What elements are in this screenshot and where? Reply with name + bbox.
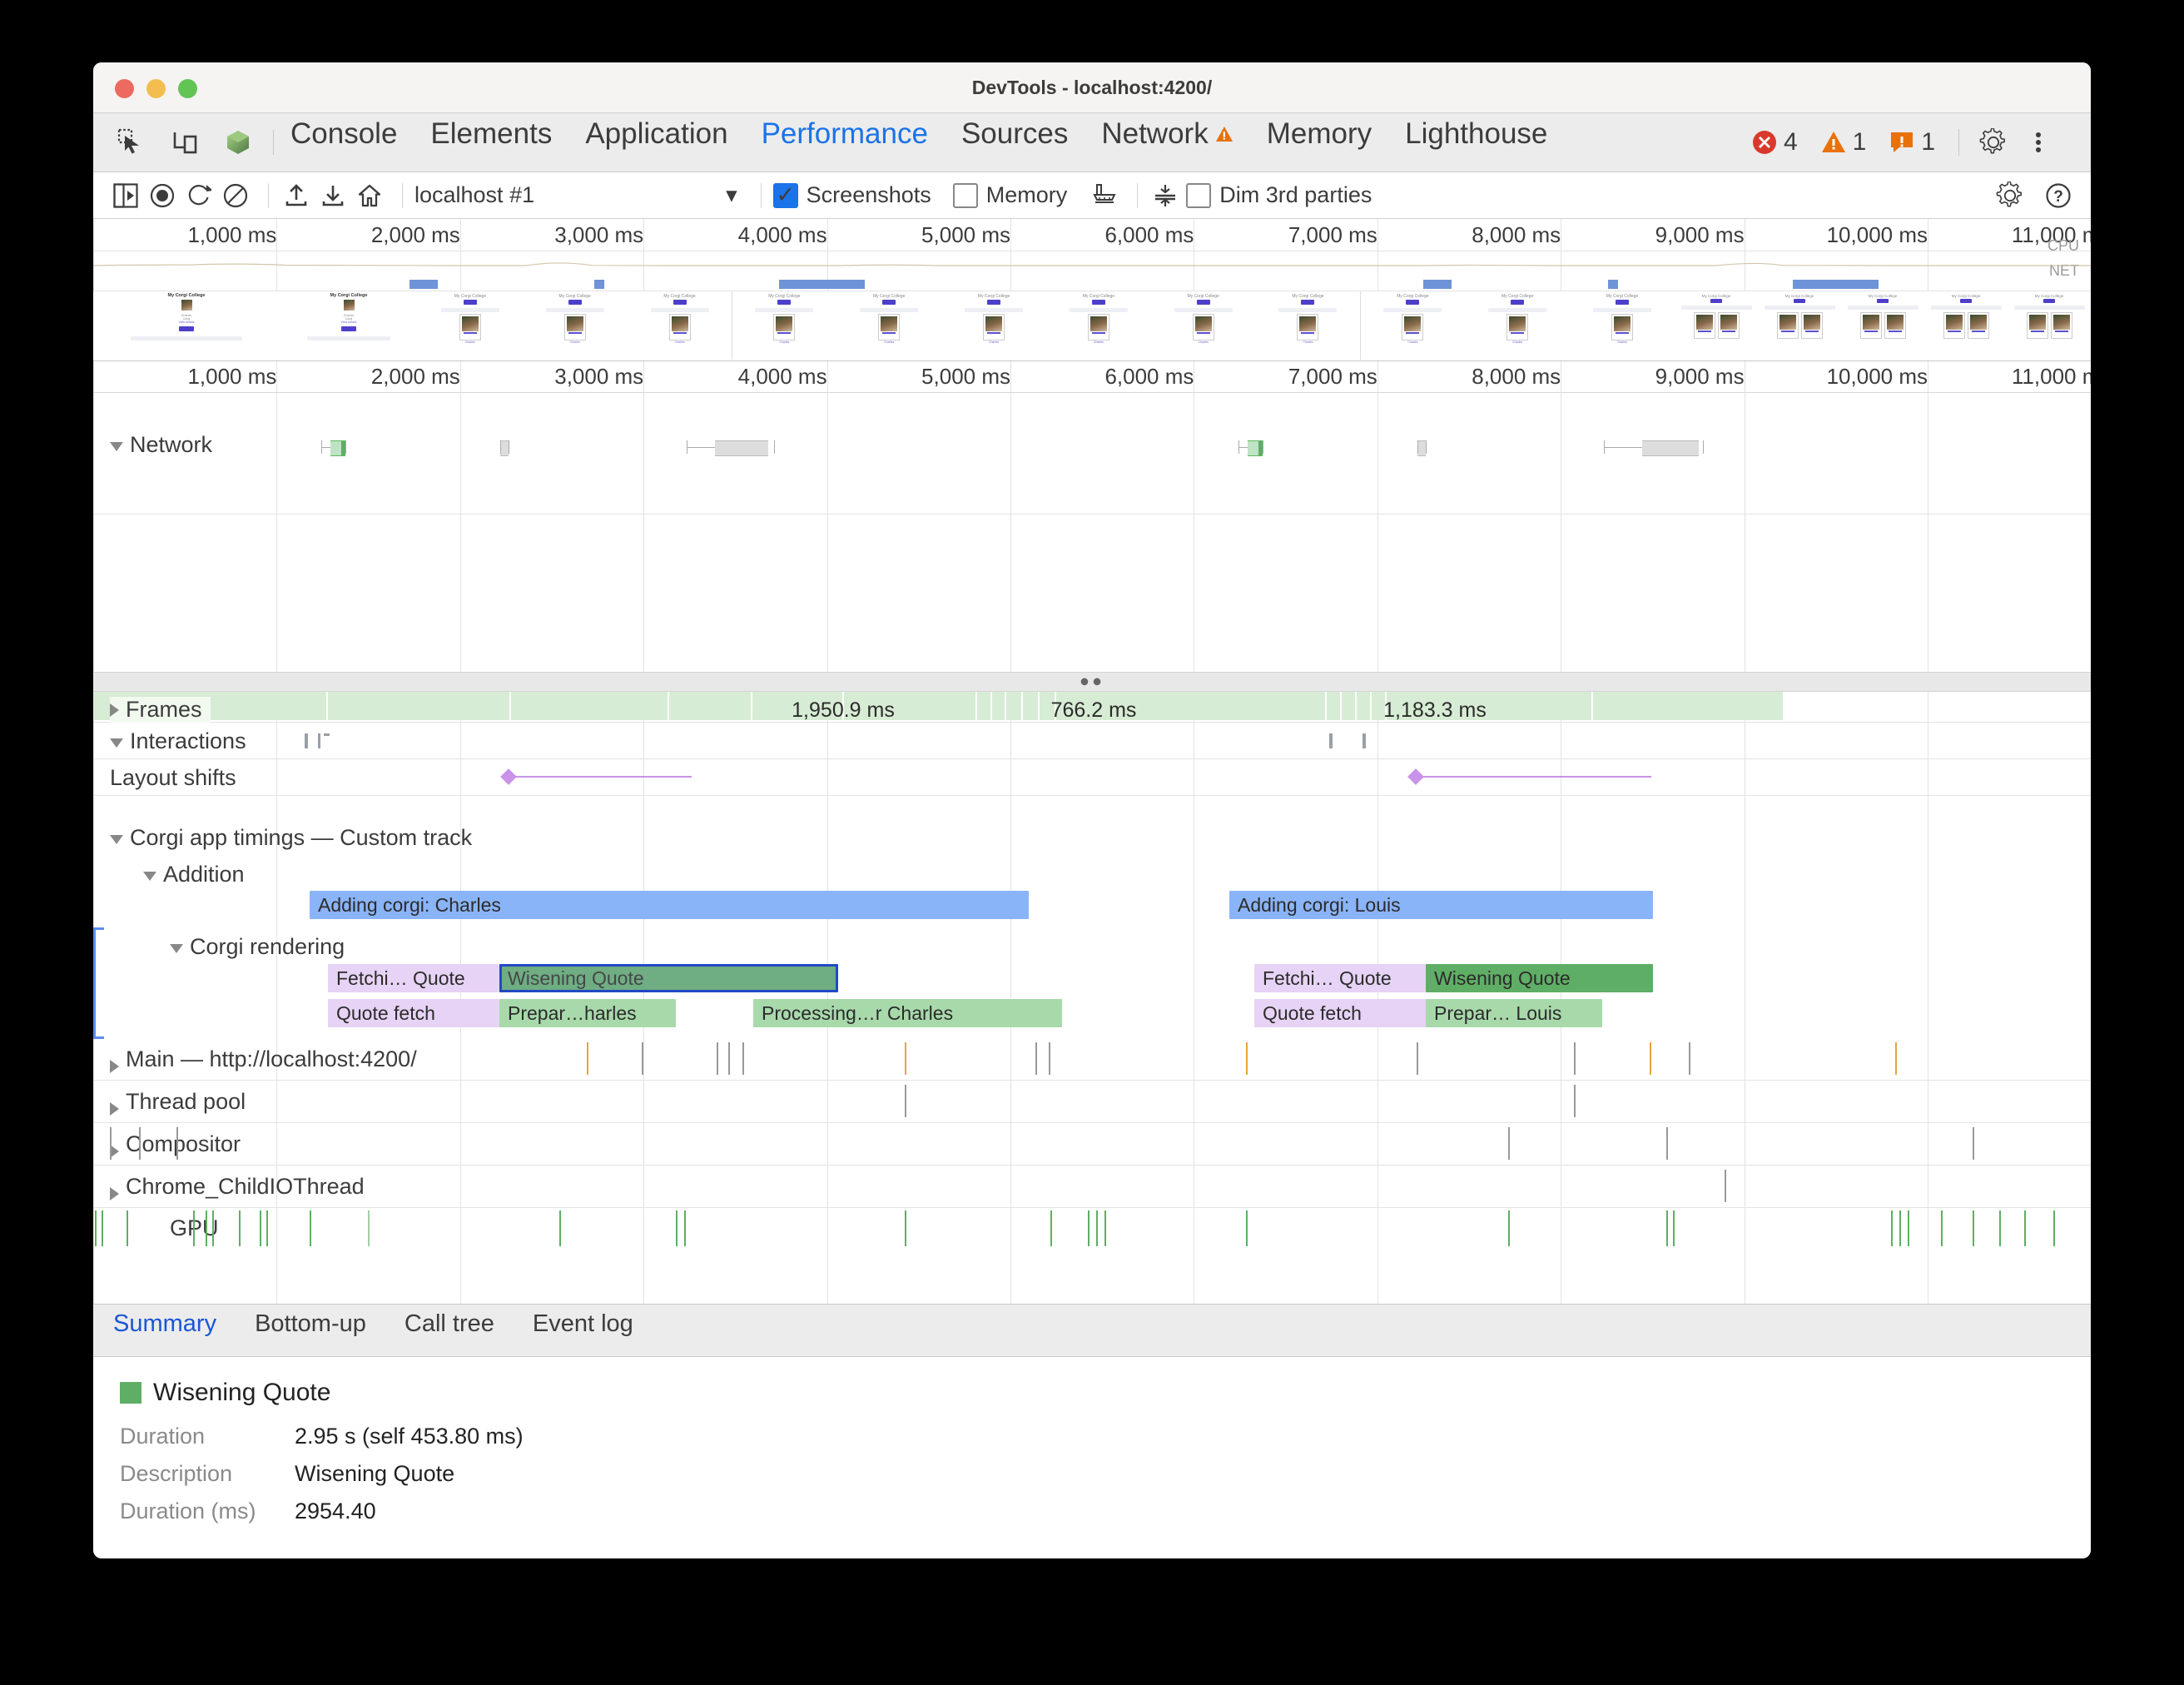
svg-text:?: ? — [2053, 188, 2063, 206]
